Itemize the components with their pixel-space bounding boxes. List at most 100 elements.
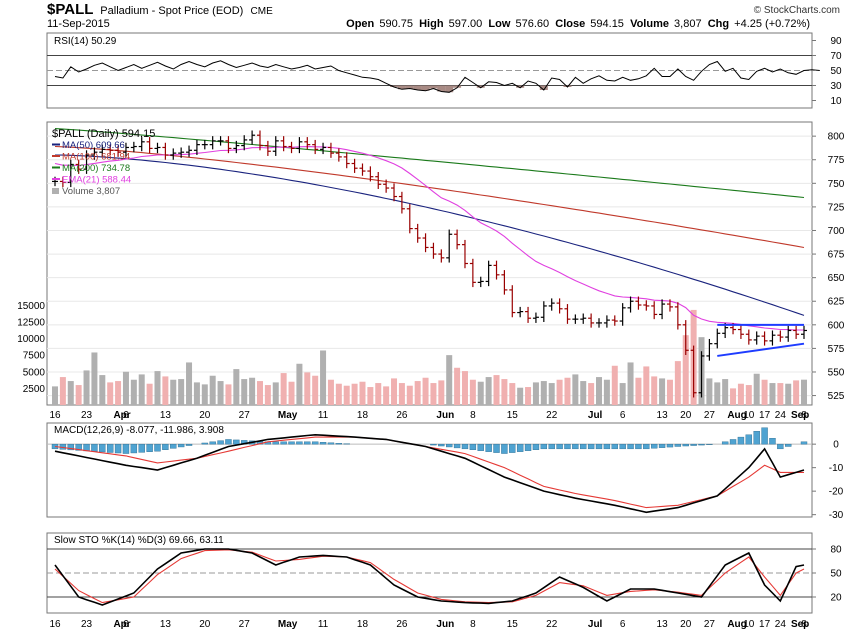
volume-bar: [280, 373, 287, 405]
chg-label: Chg: [707, 18, 730, 30]
x-axis-label-bottom: 6: [123, 619, 129, 630]
x-axis-label: 11: [318, 410, 329, 421]
macd-histogram-bar: [572, 443, 579, 450]
volume-bar: [540, 381, 547, 405]
stochastic-legend: Slow STO %K(14) %D(3) 69.66, 63.11: [54, 535, 224, 546]
x-axis-label-bottom: 16: [49, 619, 61, 630]
volume-bar: [651, 376, 658, 405]
macd-histogram-bar: [288, 441, 295, 445]
volume-bar: [769, 383, 776, 405]
chg-value: +4.25 (+0.72%): [734, 18, 810, 30]
price-axis-tick-label: 575: [828, 344, 845, 355]
volume-bar: [391, 378, 398, 405]
price-axis-tick-label: 625: [828, 297, 845, 308]
volume-axis-label: 15000: [17, 301, 45, 312]
macd-histogram-bar: [682, 443, 689, 447]
volume-bar: [619, 383, 626, 405]
macd-histogram-bar: [753, 431, 760, 445]
macd-histogram-bar: [785, 443, 792, 447]
macd-histogram-bar: [311, 441, 319, 445]
macd-histogram-bar: [745, 434, 753, 445]
volume-value: 3,807: [674, 18, 702, 30]
volume-bar: [556, 379, 563, 405]
volume-bar: [304, 372, 311, 405]
volume-bar: [154, 371, 161, 405]
volume-bar: [256, 381, 263, 405]
volume-bar: [643, 366, 650, 405]
volume-bar: [296, 363, 303, 405]
price-axis-tick-label: 750: [828, 179, 845, 190]
high-value: 597.00: [448, 18, 483, 30]
volume-bar: [83, 370, 90, 405]
volume-bar: [406, 385, 413, 405]
price-axis-tick-label: 650: [828, 273, 845, 284]
macd-histogram-bar: [461, 443, 469, 450]
x-axis-label-bottom: 22: [546, 619, 558, 630]
rsi-oversold-fill: [453, 85, 462, 88]
macd-histogram-bar: [469, 443, 477, 450]
price-axis-tick-label: 775: [828, 155, 845, 166]
macd-axis-tick-label: 0: [833, 440, 839, 451]
volume-bar: [335, 383, 342, 405]
volume-bar: [138, 374, 145, 405]
volume-bar: [572, 374, 579, 405]
volume-bar: [532, 382, 539, 405]
rsi-axis-tick-label: 10: [830, 96, 842, 107]
price-legend-entry: MA(100) 681.94: [62, 152, 130, 163]
x-axis-label: 10: [743, 410, 755, 421]
ma-line-ema21: [54, 146, 804, 331]
macd-histogram-bar: [201, 442, 209, 445]
low-label: Low: [488, 18, 511, 30]
macd-histogram-bar: [729, 439, 737, 445]
volume-bar: [383, 386, 390, 405]
macd-histogram-bar: [658, 443, 666, 448]
volume-bar: [674, 361, 681, 405]
macd-histogram-bar: [690, 443, 697, 446]
macd-histogram-bar: [493, 443, 500, 453]
volume-bar: [461, 371, 468, 405]
volume-axis-label: 7500: [23, 351, 46, 362]
ma-line-ma200: [54, 128, 805, 199]
volume-bar: [517, 387, 524, 405]
x-axis-label-bottom: 24: [775, 619, 787, 630]
macd-histogram-bar: [564, 443, 571, 450]
volume-bar: [99, 375, 106, 405]
x-axis-label-bottom: 13: [160, 619, 172, 630]
price-axis-tick-label: 550: [828, 367, 845, 378]
macd-histogram-bar: [643, 443, 650, 450]
x-axis-label: 15: [507, 410, 519, 421]
macd-histogram-bar: [477, 443, 484, 451]
x-axis-label-bottom: 23: [81, 619, 93, 630]
volume-bar: [666, 379, 673, 405]
x-axis-label: 13: [657, 410, 669, 421]
macd-histogram-bar: [272, 441, 279, 445]
x-axis-label: Apr: [113, 410, 130, 421]
volume-bar: [596, 377, 603, 405]
x-axis-label-bottom: 13: [657, 619, 669, 630]
x-axis-label: 26: [396, 410, 408, 421]
volume-bar: [730, 388, 737, 405]
open-label: Open: [346, 18, 375, 30]
x-axis-label-bottom: 11: [318, 619, 329, 630]
macd-histogram-bar: [721, 441, 729, 445]
price-axis-tick-label: 675: [828, 250, 845, 261]
volume-bar: [761, 379, 768, 405]
rsi-oversold-fill: [390, 85, 399, 87]
rsi-oversold-fill: [405, 85, 414, 89]
macd-histogram-bar: [319, 442, 327, 445]
price-axis-tick-label: 700: [828, 226, 845, 237]
volume-bar: [548, 383, 555, 405]
rsi-line: [54, 60, 820, 93]
volume-bar: [469, 379, 476, 405]
exchange: CME: [250, 6, 273, 17]
quote-bar: Open 590.75 High 597.00 Low 576.60 Close…: [346, 18, 810, 30]
macd-histogram-bar: [651, 443, 658, 449]
macd-histogram-bar: [509, 443, 516, 453]
volume-axis-label: 5000: [23, 367, 46, 378]
x-axis-label: 27: [704, 410, 716, 421]
x-axis-label: 24: [775, 410, 787, 421]
macd-histogram-bar: [130, 443, 138, 454]
volume-bar: [714, 382, 721, 405]
volume-bar: [635, 377, 642, 405]
rsi-oversold-fill: [516, 85, 525, 88]
